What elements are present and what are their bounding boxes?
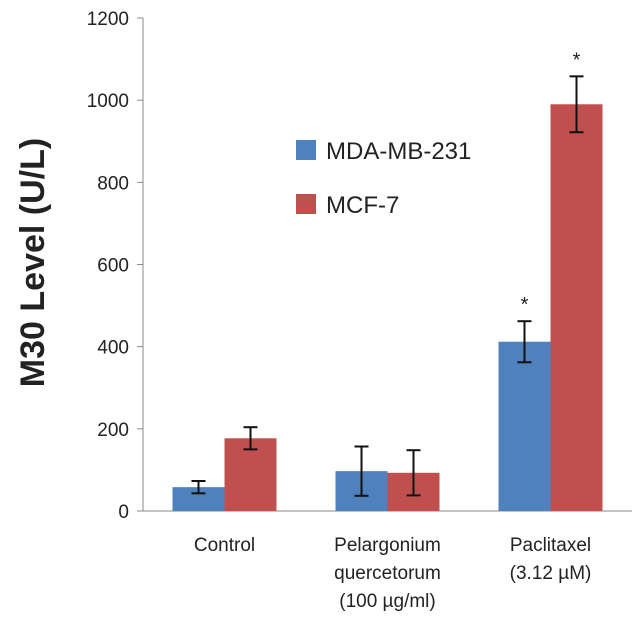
x-tick-label: (3.12 µM) bbox=[510, 563, 592, 584]
y-tick-label: 800 bbox=[97, 173, 129, 194]
legend-swatch bbox=[296, 194, 316, 214]
x-tick-label: Control bbox=[194, 535, 255, 556]
x-tick-label: quercetorum bbox=[334, 563, 441, 584]
y-tick-label: 0 bbox=[118, 502, 129, 523]
bar-mcf-7-2 bbox=[550, 104, 603, 512]
legend-swatch bbox=[296, 140, 316, 160]
legend-label: MCF-7 bbox=[326, 192, 399, 219]
y-axis-label: M30 Level (U/L) bbox=[14, 138, 52, 387]
y-tick-label: 400 bbox=[97, 338, 129, 359]
y-tick-label: 200 bbox=[97, 420, 129, 441]
y-tick-label: 600 bbox=[97, 256, 129, 277]
x-tick-label: Paclitaxel bbox=[510, 535, 591, 556]
legend-label: MDA-MB-231 bbox=[326, 138, 471, 165]
axes: 0 200 400 600 800 1000 1200 M30 Level (U/L) bbox=[14, 9, 632, 523]
bar-mcf-7-0 bbox=[224, 438, 277, 511]
y-tick-label: 1000 bbox=[87, 91, 129, 112]
bars bbox=[172, 75, 603, 512]
significance-marker: * bbox=[521, 294, 529, 316]
significance-marker: * bbox=[573, 49, 581, 71]
bar-mda-mb-231-0 bbox=[172, 487, 225, 511]
labels: Control Pelargonium quercetorum (100 µg/ml)… bbox=[194, 49, 591, 612]
y-tick-label: 1200 bbox=[87, 9, 129, 30]
x-tick-label: (100 µg/ml) bbox=[339, 591, 435, 612]
bar-mda-mb-231-2 bbox=[498, 341, 551, 511]
x-tick-label: Pelargonium bbox=[334, 535, 441, 556]
legend: MDA-MB-231 MCF-7 bbox=[296, 138, 471, 219]
